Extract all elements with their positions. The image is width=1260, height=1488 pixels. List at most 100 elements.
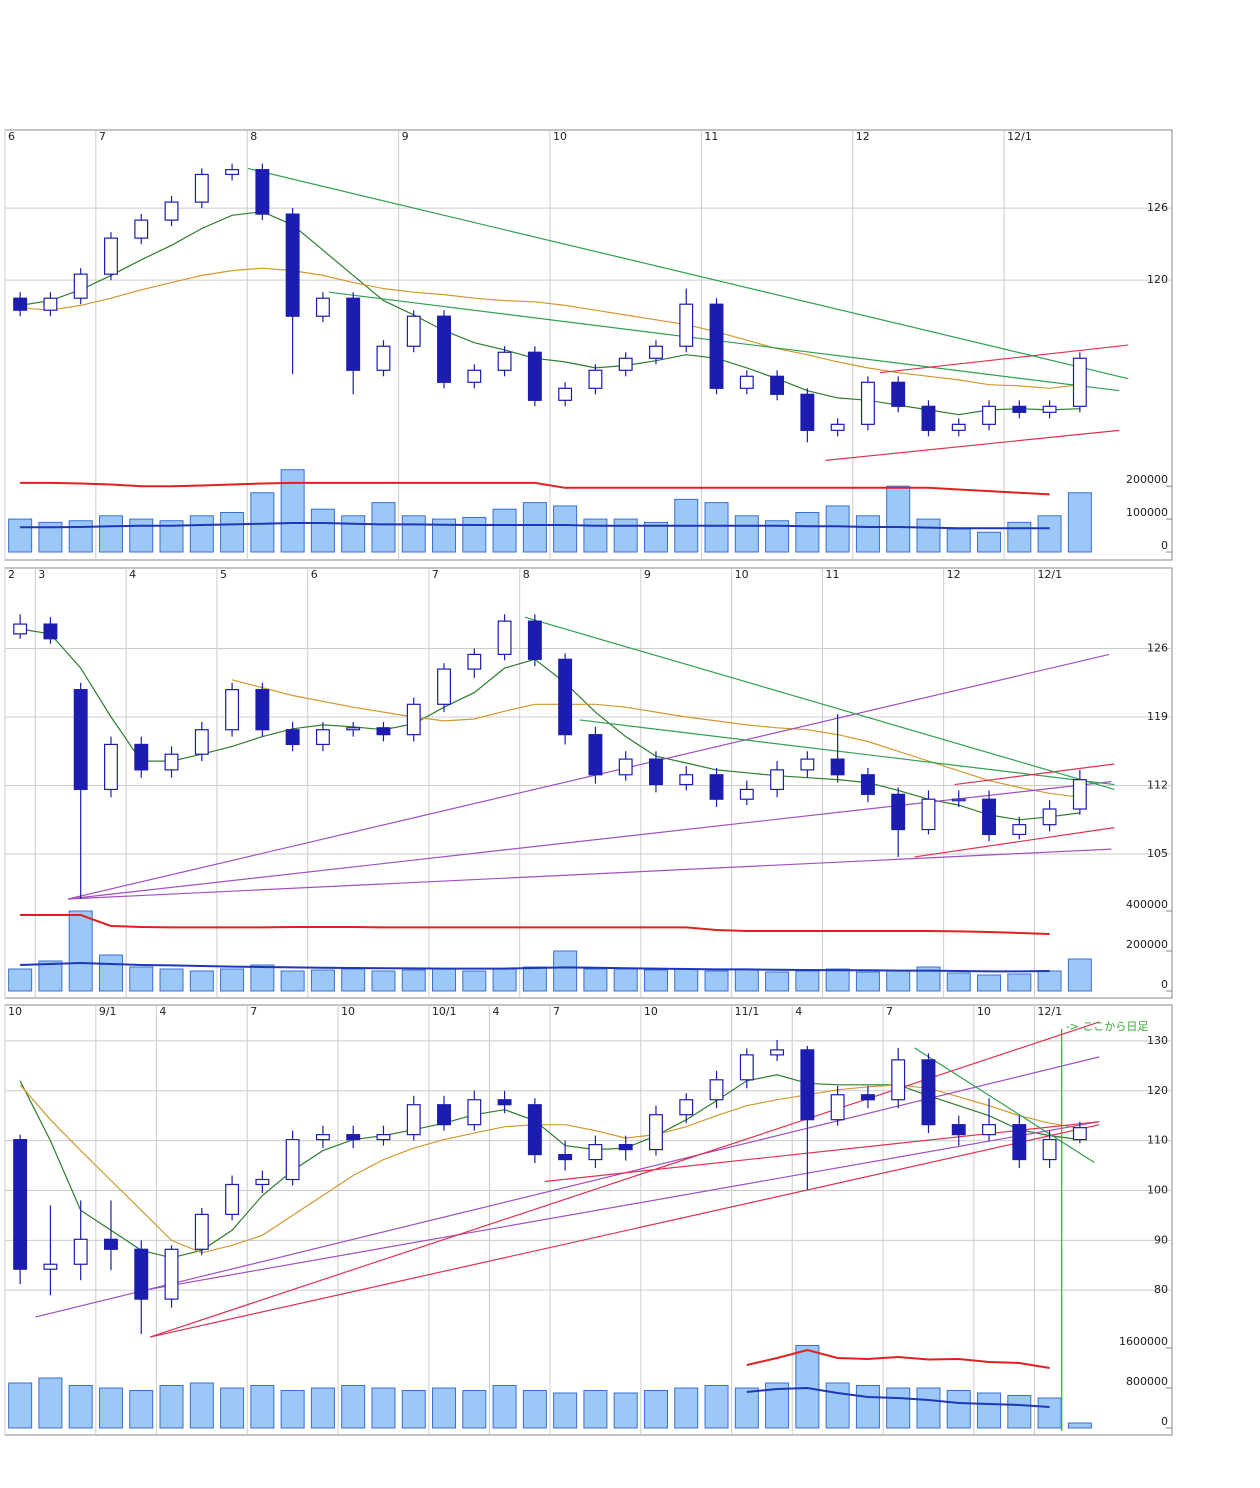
- candle-body: [770, 769, 785, 791]
- x-tick-label: 10: [735, 568, 749, 581]
- candle-body: [43, 623, 58, 640]
- volume-line: [746, 1348, 1050, 1369]
- volume-bar: [553, 950, 578, 992]
- candle-body: [558, 658, 573, 736]
- candle-body: [1072, 1127, 1087, 1141]
- candle-body: [527, 620, 542, 660]
- candle-body: [346, 297, 361, 371]
- x-tick-label: 3: [38, 568, 45, 581]
- x-tick-label: 7: [99, 130, 106, 143]
- trendline: [914, 827, 1115, 858]
- volume-tick-label: 0: [1161, 978, 1168, 991]
- candle-body: [800, 758, 815, 771]
- candle-body: [406, 1104, 421, 1136]
- candle-body: [921, 405, 936, 431]
- volume-bar: [432, 968, 457, 992]
- volume-bar: [38, 960, 63, 992]
- volume-bar: [1007, 1395, 1032, 1429]
- volume-tick-label: 0: [1161, 539, 1168, 552]
- x-tick-label: 4: [492, 1005, 499, 1018]
- volume-bar: [886, 1387, 911, 1429]
- candle-body: [1072, 779, 1087, 810]
- panel: [4, 567, 1173, 999]
- candle-body: [346, 1134, 361, 1141]
- volume-bar: [1037, 1397, 1062, 1429]
- y-tick-label: 80: [1154, 1283, 1168, 1296]
- x-tick-label: 12/1: [1007, 130, 1032, 143]
- y-tick-label: 120: [1147, 1084, 1168, 1097]
- volume-bar: [795, 1345, 820, 1429]
- volume-bar: [583, 518, 608, 553]
- x-tick-label: 7: [432, 568, 439, 581]
- volume-bar: [704, 1385, 729, 1429]
- volume-bar: [68, 910, 93, 992]
- candle-body: [679, 1099, 694, 1116]
- volume-bar: [98, 1387, 123, 1429]
- candle-body: [43, 1263, 58, 1270]
- volume-bar: [886, 970, 911, 992]
- trendline: [67, 781, 1112, 900]
- candle-body: [860, 774, 875, 795]
- candle-body: [770, 1049, 785, 1056]
- volume-bar: [371, 970, 396, 992]
- trendline: [879, 344, 1129, 374]
- candle-body: [649, 1114, 663, 1151]
- candle-body: [73, 273, 88, 299]
- volume-bar: [553, 1392, 578, 1429]
- candle-body: [921, 1059, 936, 1126]
- y-tick-label: 105: [1147, 847, 1168, 860]
- candle-body: [770, 375, 785, 395]
- y-tick-label: 119: [1147, 710, 1168, 723]
- volume-bar: [855, 1385, 880, 1429]
- moving-average: [20, 628, 1080, 821]
- candle-body: [497, 620, 512, 656]
- volume-bar: [613, 518, 638, 553]
- x-tick-label: 10: [553, 130, 567, 143]
- volume-bar: [643, 969, 668, 992]
- x-tick-label: 4: [129, 568, 136, 581]
- volume-bar: [310, 508, 335, 553]
- volume-bar: [674, 968, 699, 992]
- volume-bar: [129, 966, 154, 992]
- candle-body: [194, 1213, 209, 1250]
- volume-bar: [765, 1382, 790, 1429]
- candle-body: [800, 1049, 815, 1121]
- volume-bar: [855, 971, 880, 992]
- volume-bar: [310, 969, 335, 992]
- volume-bar: [68, 520, 93, 553]
- volume-bar: [129, 1390, 154, 1429]
- candle-body: [649, 345, 663, 359]
- volume-bar: [795, 512, 820, 553]
- candle-body: [739, 1054, 754, 1081]
- volume-bar: [522, 966, 547, 992]
- x-tick-label: 10: [8, 1005, 22, 1018]
- volume-bar: [432, 518, 457, 553]
- volume-bar: [189, 515, 214, 553]
- y-tick-label: 120: [1147, 273, 1168, 286]
- candle-body: [13, 297, 28, 311]
- volume-bar: [68, 1385, 93, 1429]
- volume-bar: [462, 516, 487, 553]
- volume-bar: [280, 1390, 305, 1429]
- candle-body: [618, 357, 633, 371]
- x-tick-label: 4: [795, 1005, 802, 1018]
- volume-line: [20, 914, 1050, 935]
- volume-bar: [916, 1387, 941, 1429]
- volume-bar: [280, 970, 305, 992]
- trendline: [149, 1124, 1100, 1338]
- volume-tick-label: 200000: [1126, 938, 1168, 951]
- candle-body: [891, 1059, 906, 1101]
- volume-bar: [462, 970, 487, 992]
- candle-body: [225, 1183, 240, 1215]
- candle-body: [376, 345, 391, 371]
- candle-body: [437, 1104, 451, 1126]
- candle-body: [1042, 405, 1057, 413]
- volume-bar: [1007, 973, 1032, 992]
- volume-bar: [1037, 515, 1062, 553]
- volume-bar: [583, 1390, 608, 1429]
- candle-body: [315, 1134, 330, 1141]
- x-tick-label: 2: [8, 568, 15, 581]
- volume-bar: [492, 968, 517, 992]
- x-tick-label: 10/1: [432, 1005, 457, 1018]
- volume-bar: [946, 972, 971, 992]
